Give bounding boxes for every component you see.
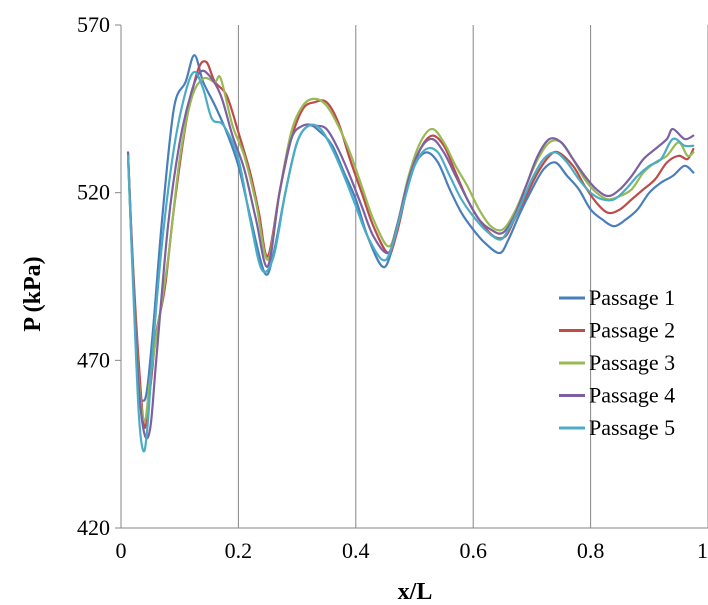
legend-item-passage-1: Passage 1 [559, 285, 675, 310]
x-tick-label: 0.2 [225, 538, 253, 563]
y-tick-label: 520 [77, 180, 110, 205]
x-tick-label: 0.4 [342, 538, 370, 563]
series-line-passage-1 [126, 54, 695, 402]
x-tick-label: 0.6 [459, 538, 487, 563]
series-layer [126, 54, 695, 453]
x-tick-label: 0 [116, 538, 127, 563]
y-tick-label: 420 [77, 515, 110, 540]
y-axis-title: P (kPa) [20, 256, 46, 331]
tick-labels: 420 470 520 570 0 0.2 0.4 0.6 0.8 1 [77, 12, 708, 563]
legend-label: Passage 1 [589, 285, 675, 310]
x-tick-label: 1 [697, 538, 708, 563]
y-tick-label: 570 [77, 12, 110, 37]
legend-item-passage-4: Passage 4 [559, 383, 675, 408]
legend-label: Passage 3 [589, 350, 675, 375]
legend-label: Passage 2 [589, 318, 675, 343]
legend-label: Passage 5 [589, 415, 675, 440]
legend-item-passage-2: Passage 2 [559, 318, 675, 343]
series-line-passage-5 [126, 70, 695, 453]
y-tick-label: 470 [77, 347, 110, 372]
axis-layer [115, 24, 708, 529]
x-tick-label: 0.8 [577, 538, 605, 563]
legend-item-passage-5: Passage 5 [559, 415, 675, 440]
legend: Passage 1 Passage 2 Passage 3 Passage 4 Pass… [559, 285, 675, 440]
x-axis-title: x/L [398, 579, 433, 605]
grid-layer [237, 25, 708, 528]
legend-item-passage-3: Passage 3 [559, 350, 675, 375]
legend-label: Passage 4 [589, 383, 675, 408]
